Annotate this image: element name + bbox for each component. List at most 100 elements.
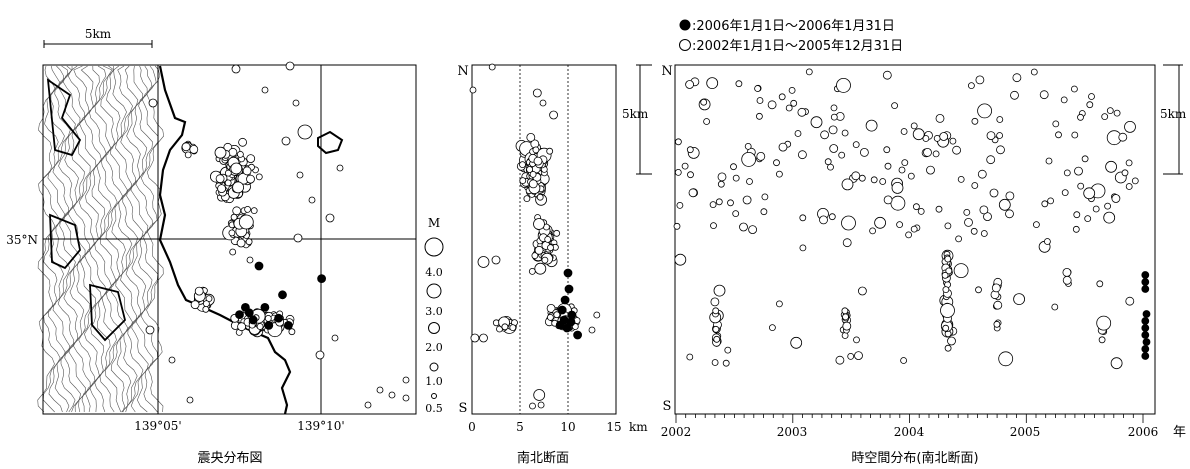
epicenter-open xyxy=(261,86,269,94)
event-open xyxy=(732,210,740,218)
event-open xyxy=(828,213,836,221)
event-open xyxy=(1013,293,1025,306)
section-x-tick-0: 0 xyxy=(468,420,476,434)
epicenter-open xyxy=(288,328,296,336)
event-open xyxy=(953,263,969,279)
map-scale-bar: 5km xyxy=(43,27,153,48)
event-open xyxy=(1125,183,1133,190)
event-filled xyxy=(1141,317,1150,325)
magnitude-title: M xyxy=(428,216,440,230)
hypocenter-open xyxy=(528,267,536,275)
epicenter-open xyxy=(237,322,247,332)
event-open xyxy=(673,222,681,230)
map-lon-label-2: 139°10' xyxy=(297,419,344,433)
event-open xyxy=(756,151,766,161)
contour-line xyxy=(78,65,97,413)
epicenter-filled xyxy=(283,320,293,330)
event-open xyxy=(674,168,682,176)
event-open xyxy=(900,128,908,135)
event-open xyxy=(1045,157,1053,165)
hypocenter-open xyxy=(528,179,538,189)
hypocenter-open xyxy=(529,402,536,410)
event-open xyxy=(1092,205,1100,213)
event-open xyxy=(979,205,989,215)
event-open xyxy=(810,116,823,129)
event-open xyxy=(1062,275,1072,285)
epicenter-open xyxy=(229,248,237,256)
event-open xyxy=(993,300,1003,310)
hypocenter-open xyxy=(547,244,554,252)
section-s-label: S xyxy=(459,401,468,416)
event-open xyxy=(910,225,918,233)
event-open xyxy=(1110,357,1123,370)
epicenter-filled xyxy=(317,274,327,284)
event-open xyxy=(955,235,962,243)
event-open xyxy=(1113,109,1121,117)
epicenter-open xyxy=(194,286,204,296)
event-open xyxy=(1005,191,1015,201)
epicenter-open xyxy=(293,233,303,243)
epicenter-filled xyxy=(278,290,287,300)
event-open xyxy=(1010,90,1019,100)
event-open xyxy=(996,145,1005,155)
event-open xyxy=(1062,267,1072,277)
event-open xyxy=(1072,225,1080,233)
hypocenter-open xyxy=(534,245,544,255)
event-open xyxy=(932,150,940,158)
event-open xyxy=(971,117,979,125)
event-filled xyxy=(1142,338,1151,346)
epicenter-open xyxy=(242,166,252,176)
legend-open-marker xyxy=(679,39,691,51)
event-open xyxy=(980,230,988,237)
event-open xyxy=(838,151,846,159)
event-open xyxy=(912,128,925,141)
event-open xyxy=(883,195,893,205)
event-open xyxy=(1125,159,1133,167)
time-year-2003: 2003 xyxy=(777,425,808,439)
event-open xyxy=(1103,211,1116,224)
event-open xyxy=(756,112,763,120)
hypocenter-open xyxy=(519,177,527,185)
event-open xyxy=(935,205,943,213)
hypocenter-open xyxy=(470,333,480,343)
epicenter-open xyxy=(168,356,176,364)
event-open xyxy=(998,198,1011,211)
event-open xyxy=(1086,101,1094,109)
event-open xyxy=(681,162,689,170)
event-open xyxy=(788,87,796,94)
event-open xyxy=(842,313,849,321)
event-open xyxy=(799,244,807,252)
event-open xyxy=(841,129,849,137)
event-open xyxy=(1124,121,1136,133)
event-open xyxy=(761,193,769,201)
magnitude-label-1: 1.0 xyxy=(425,375,443,388)
event-open xyxy=(898,166,906,174)
event-open xyxy=(709,201,717,209)
hypocenter-open xyxy=(593,311,601,319)
event-open xyxy=(1041,200,1049,208)
hypocenter-open xyxy=(532,88,542,98)
event-open xyxy=(970,227,978,235)
event-open xyxy=(713,284,726,297)
event-open xyxy=(711,359,719,366)
epicenter-open xyxy=(376,386,384,394)
hypocenter-open xyxy=(479,333,488,343)
event-open xyxy=(1111,194,1121,203)
hypocenter-open xyxy=(533,156,543,166)
epicenter-open xyxy=(230,213,238,221)
magnitude-marker-4 xyxy=(424,237,444,257)
epicenter-filled xyxy=(264,320,274,330)
epicenter-open xyxy=(215,174,225,184)
event-open xyxy=(706,77,719,89)
epicenter-open xyxy=(230,162,243,175)
event-open xyxy=(830,104,838,112)
event-open xyxy=(703,118,710,125)
event-open xyxy=(712,325,720,333)
time-scale-label: 5km xyxy=(1160,107,1187,121)
event-open xyxy=(998,351,1014,367)
hypocenter-open xyxy=(491,255,501,265)
event-open xyxy=(879,178,887,185)
event-open xyxy=(746,178,753,185)
event-open xyxy=(971,182,979,189)
event-open xyxy=(975,75,985,85)
